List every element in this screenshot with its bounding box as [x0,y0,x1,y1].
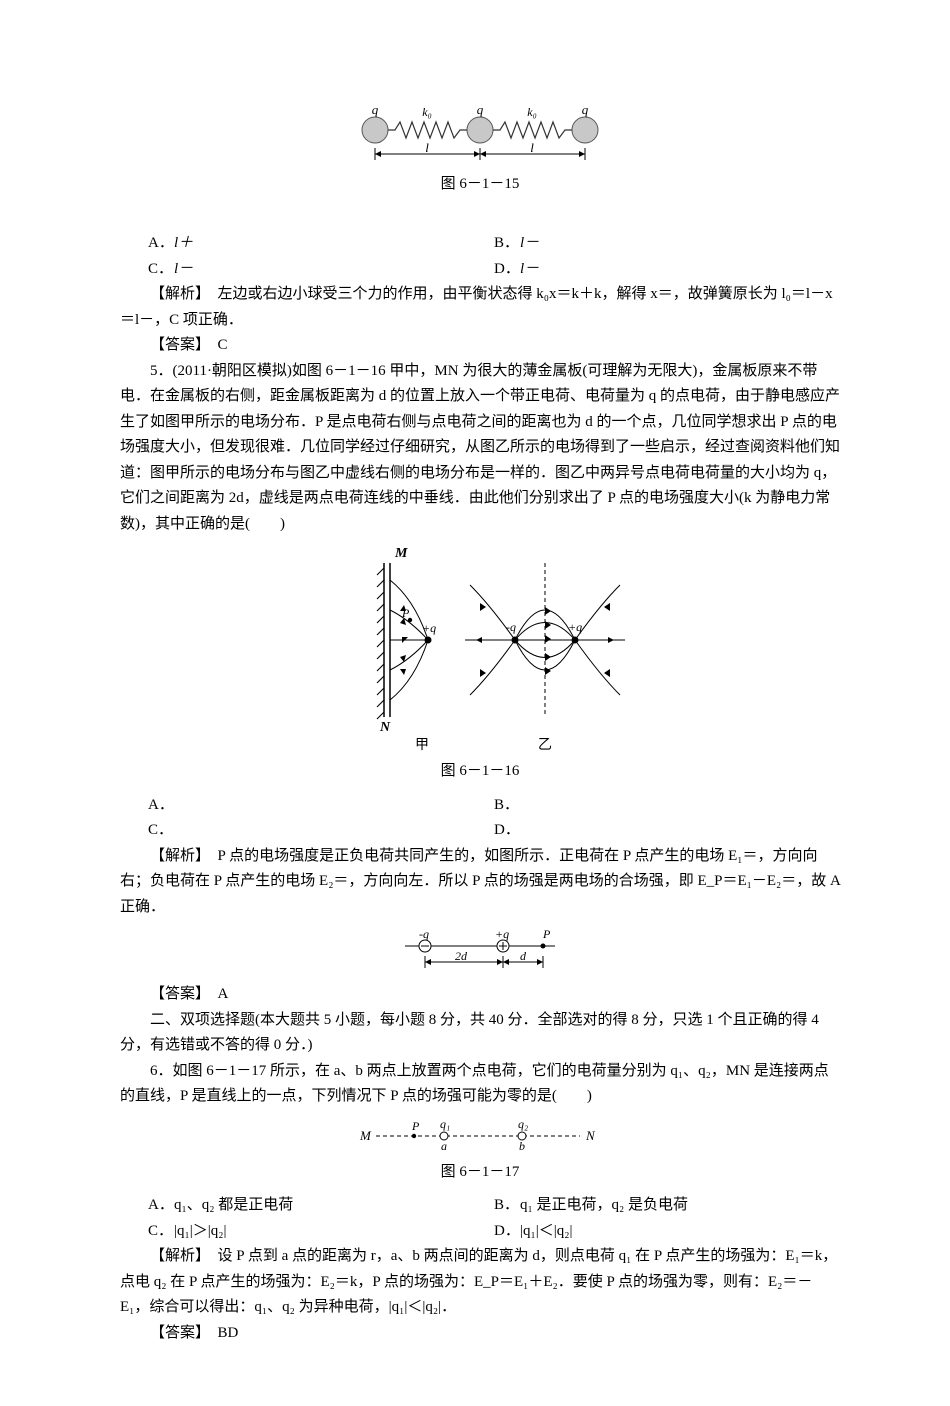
analysis-label: 【解析】 [150,1248,203,1264]
svg-text:乙: 乙 [538,737,552,753]
q4-option-b: B．l－ [494,231,840,257]
q6-answer: 【答案】 BD [120,1321,840,1347]
svg-text:b: b [519,1139,525,1153]
q4-analysis-text: 左边或右边小球受三个力的作用，由平衡状态得 k₀x＝k＋k，解得 x＝，故弹簧原… [120,286,833,328]
q6-option-d: D．|q₁|＜|q₂| [494,1219,840,1245]
svg-text:-q: -q [506,620,516,634]
q6-analysis: 【解析】 设 P 点到 a 点的距离为 r，a、b 两点间的距离为 d，则点电荷… [120,1244,840,1321]
svg-text:d: d [520,949,527,963]
q5-answer: 【答案】 A [120,982,840,1008]
q5-analysis-text: P 点的电场强度是正负电荷共同产生的，如图所示．正电荷在 P 点产生的电场 E₁… [120,848,840,915]
q5-options-row-1: A． B． [148,793,840,819]
answer-label: 【答案】 [150,1325,203,1341]
svg-text:q: q [582,108,589,117]
figure-6-1-16-svg: M N +q P [320,545,640,755]
q6-options-row-2: C．|q₁|＞|q₂| D．|q₁|＜|q₂| [148,1219,840,1245]
analysis-label: 【解析】 [150,286,203,302]
svg-text:k₀: k₀ [527,108,537,119]
q5-option-d: D． [494,818,840,844]
figure-6-1-15-svg: q q q k₀ k₀ l l [350,108,610,168]
figure-6-1-15-caption: 图 6－1－15 [120,172,840,198]
q4-options-row-1: A．l＋ B．l－ [148,231,840,257]
svg-text:-q: -q [419,928,429,941]
svg-text:M: M [359,1128,372,1143]
answer-label: 【答案】 [150,986,203,1002]
svg-text:k₀: k₀ [422,108,432,119]
q5-option-c: C． [148,818,494,844]
svg-text:M: M [394,546,408,561]
svg-text:2d: 2d [455,949,468,963]
figure-6-1-16: M N +q P [120,545,840,785]
figure-6-1-15: q q q k₀ k₀ l l 图 6－1－15 [120,108,840,198]
svg-text:N: N [379,720,391,735]
figure-6-1-17: M N P q₁ a q₂ b 图 6－1－17 [120,1118,840,1186]
svg-text:l: l [425,140,429,155]
q5-option-b: B． [494,793,840,819]
svg-text:甲: 甲 [415,738,429,753]
svg-text:q: q [477,108,484,117]
q4-answer-value: C [218,337,228,353]
figure-6-1-16-caption: 图 6－1－16 [120,759,840,785]
q5-stem: 5．(2011·朝阳区模拟)如图 6－1－16 甲中，MN 为很大的薄金属板(可… [120,359,840,538]
q6-analysis-text: 设 P 点到 a 点的距离为 r，a、b 两点间的距离为 d，则点电荷 q₁ 在… [120,1248,837,1315]
svg-text:l: l [530,140,534,155]
answer-label: 【答案】 [150,337,203,353]
q4-option-c: C．l－ [148,257,494,283]
q5-options-row-2: C． D． [148,818,840,844]
q4-option-d: D．l－ [494,257,840,283]
svg-text:a: a [441,1139,447,1153]
svg-text:+q: +q [495,928,509,941]
q5-analysis: 【解析】 P 点的电场强度是正负电荷共同产生的，如图所示．正电荷在 P 点产生的… [120,844,840,921]
section-2-header: 二、双项选择题(本大题共 5 小题，每小题 8 分，共 40 分．全部选对的得 … [120,1008,840,1059]
q6-answer-value: BD [218,1325,239,1341]
q6-options-row-1: A．q₁、q₂ 都是正电荷 B．q₁ 是正电荷，q₂ 是负电荷 [148,1193,840,1219]
q4-answer: 【答案】 C [120,333,840,359]
q6-option-b: B．q₁ 是正电荷，q₂ 是负电荷 [494,1193,840,1219]
svg-text:q₂: q₂ [518,1118,528,1131]
figure-q5-small: -q +q P 2d d [120,928,840,974]
svg-text:N: N [585,1128,596,1143]
q4-options-row-2: C．l－ D．l－ [148,257,840,283]
q5-option-a: A． [148,793,494,819]
figure-q5-small-svg: -q +q P 2d d [395,928,565,974]
figure-6-1-17-svg: M N P q₁ a q₂ b [350,1118,610,1156]
q6-option-c: C．|q₁|＞|q₂| [148,1219,494,1245]
q6-stem: 6．如图 6－1－17 所示，在 a、b 两点上放置两个点电荷，它们的电荷量分别… [120,1059,840,1110]
figure-6-1-17-caption: 图 6－1－17 [120,1160,840,1186]
q4-option-a: A．l＋ [148,231,494,257]
q5-answer-value: A [218,986,229,1002]
q6-option-a: A．q₁、q₂ 都是正电荷 [148,1193,494,1219]
svg-text:P: P [411,1119,420,1133]
svg-text:P: P [542,928,551,941]
svg-text:q₁: q₁ [440,1118,450,1131]
analysis-label: 【解析】 [150,848,203,864]
svg-text:q: q [372,108,379,117]
q4-analysis: 【解析】 左边或右边小球受三个力的作用，由平衡状态得 k₀x＝k＋k，解得 x＝… [120,282,840,333]
